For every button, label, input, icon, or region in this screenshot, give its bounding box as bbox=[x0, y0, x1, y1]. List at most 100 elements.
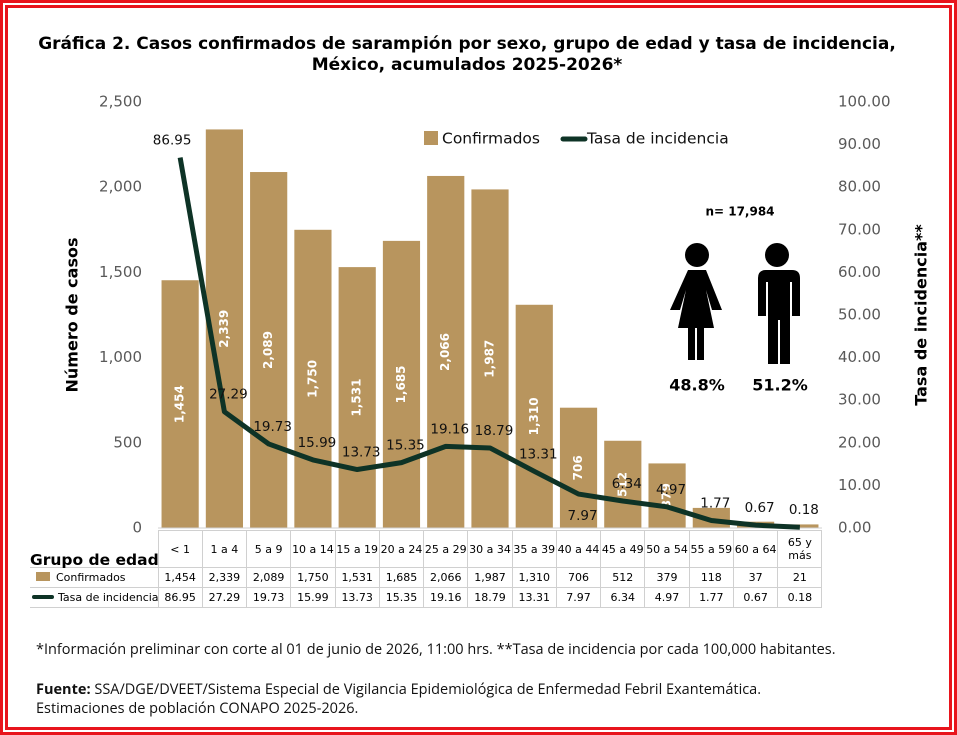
bar bbox=[471, 189, 509, 528]
bar bbox=[604, 440, 642, 528]
table-cell: 6.34 bbox=[600, 587, 646, 608]
legend-swatch bbox=[424, 131, 438, 145]
bar-value-label: 2,066 bbox=[438, 333, 452, 371]
table-cell: 7.97 bbox=[555, 587, 602, 608]
y2-tick-label: 10.00 bbox=[838, 476, 881, 494]
border-inner bbox=[5, 5, 952, 730]
category-label: 45 a 49 bbox=[600, 530, 646, 568]
table-cell: 15.35 bbox=[378, 587, 425, 608]
line-value-label: 0.67 bbox=[745, 500, 775, 516]
y2-tick-label: 70.00 bbox=[838, 220, 881, 238]
table-cell: 118 bbox=[688, 567, 734, 588]
table-cell: 18.79 bbox=[467, 587, 513, 608]
bar bbox=[427, 175, 465, 528]
table-cell: 512 bbox=[600, 567, 646, 588]
y2-tick-label: 50.00 bbox=[838, 306, 881, 324]
table-cell: 86.95 bbox=[157, 587, 203, 608]
bar-value-label: 1,987 bbox=[483, 340, 497, 378]
line-value-label: 1.77 bbox=[700, 495, 730, 511]
source-label: Fuente: bbox=[36, 680, 91, 699]
line-value-label: 18.79 bbox=[475, 423, 514, 439]
bar-value-label: 2,339 bbox=[217, 310, 231, 348]
y2-tick-label: 60.00 bbox=[838, 263, 881, 281]
table-cell: 37 bbox=[732, 567, 779, 588]
chart-subtitle: México, acumulados 2025-2026* bbox=[312, 55, 623, 75]
line-value-label: 6.34 bbox=[612, 476, 642, 492]
source-note: Estimaciones de población CONAPO 2025-20… bbox=[36, 699, 359, 718]
category-label: 40 a 44 bbox=[555, 530, 602, 568]
annotation: 48.8% bbox=[669, 376, 725, 395]
line-value-label: 13.31 bbox=[519, 446, 558, 462]
bar-value-label: 1,531 bbox=[350, 379, 364, 417]
y-axis-title: Número de casos bbox=[63, 238, 82, 393]
y-tick-label: 0 bbox=[132, 519, 142, 537]
table-row: Tasa de incidencia 86.95 27.29 19.73 15.99 13… bbox=[30, 587, 823, 608]
table-cell: 706 bbox=[555, 567, 602, 588]
bar-value-label: 2,089 bbox=[261, 331, 275, 369]
chart-title: Gráfica 2. Casos confirmados de sarampió… bbox=[38, 34, 896, 54]
legend-swatch bbox=[36, 572, 50, 581]
y-tick-label: 1,500 bbox=[99, 263, 142, 281]
bar bbox=[161, 280, 199, 528]
bar-value-label: 1,310 bbox=[527, 397, 541, 435]
bar-value-label: 706 bbox=[571, 455, 585, 480]
bar bbox=[382, 240, 421, 528]
bar-value-label: 1,750 bbox=[305, 360, 319, 398]
table-cell: 4.97 bbox=[644, 587, 690, 608]
category-label: 35 a 39 bbox=[511, 530, 557, 568]
line-value-label: 13.73 bbox=[342, 445, 381, 461]
bar bbox=[559, 407, 598, 528]
y-tick-label: 500 bbox=[113, 433, 142, 451]
category-label: 60 a 64 bbox=[732, 530, 779, 568]
y2-tick-label: 20.00 bbox=[838, 433, 881, 451]
table-cell: 1,310 bbox=[511, 567, 557, 588]
bar bbox=[648, 463, 686, 528]
y2-tick-label: 100.00 bbox=[838, 93, 891, 111]
category-label: 15 a 19 bbox=[334, 530, 380, 568]
annotation: n= 17,984 bbox=[705, 205, 774, 219]
y2-axis-title: Tasa de incidencia** bbox=[912, 224, 931, 406]
category-label: 50 a 54 bbox=[644, 530, 690, 568]
bar-value-label: 512 bbox=[615, 472, 629, 497]
legend-label: Tasa de incidencia bbox=[58, 591, 159, 604]
legend-label: Confirmados bbox=[442, 130, 540, 148]
table-cell: 0.67 bbox=[732, 587, 779, 608]
table-cell: 1,454 bbox=[157, 567, 203, 588]
bar bbox=[515, 304, 553, 528]
category-label: 55 a 59 bbox=[688, 530, 734, 568]
table-cell: 15.99 bbox=[290, 587, 336, 608]
female-icon bbox=[670, 243, 722, 360]
bar-value-label: 379 bbox=[660, 483, 674, 508]
category-label: 5 a 9 bbox=[246, 530, 292, 568]
category-label: < 1 bbox=[157, 530, 203, 568]
line-value-label: 15.99 bbox=[298, 435, 337, 451]
y2-tick-label: 80.00 bbox=[838, 178, 881, 196]
category-label: 25 a 29 bbox=[423, 530, 469, 568]
table-cell: 13.31 bbox=[511, 587, 557, 608]
footnote: *Información preliminar con corte al 01 … bbox=[36, 640, 836, 659]
bar bbox=[250, 172, 288, 528]
category-label: 30 a 34 bbox=[467, 530, 513, 568]
table-cell: 27.29 bbox=[201, 587, 248, 608]
category-label: 20 a 24 bbox=[378, 530, 425, 568]
table-row: Confirmados 1,454 2,339 2,089 1,750 1,531 1,68… bbox=[30, 567, 823, 588]
table-cell: 1.77 bbox=[688, 587, 734, 608]
table-cell: 1,987 bbox=[467, 567, 513, 588]
table-cell: 1,750 bbox=[290, 567, 336, 588]
legend-label: Tasa de incidencia bbox=[586, 130, 729, 148]
legend-swatch bbox=[32, 594, 54, 599]
line-value-label: 7.97 bbox=[568, 508, 598, 524]
bar bbox=[338, 267, 376, 528]
table-header: Grupo de edad bbox=[30, 551, 159, 569]
line-value-label: 19.16 bbox=[430, 421, 469, 437]
table-cell: 0.18 bbox=[777, 587, 823, 608]
y-tick-label: 2,000 bbox=[99, 178, 142, 196]
table-cell: 19.73 bbox=[246, 587, 292, 608]
table-cell: 379 bbox=[644, 567, 690, 588]
line-value-label: 4.97 bbox=[656, 482, 686, 498]
